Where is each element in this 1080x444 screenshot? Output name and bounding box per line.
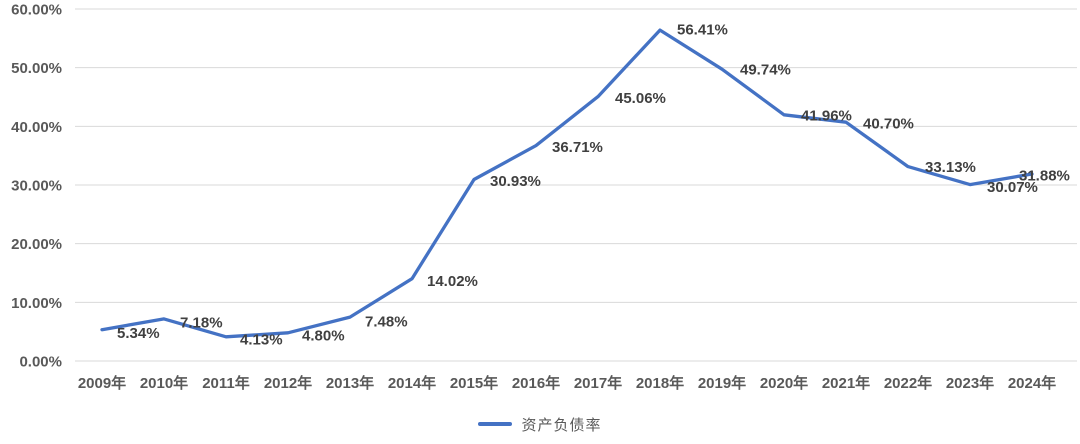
x-tick-label: 2012年 [264, 374, 312, 392]
y-tick-label: 0.00% [19, 354, 62, 371]
x-tick-label: 2019年 [698, 374, 746, 392]
y-tick-label: 30.00% [11, 178, 62, 195]
x-tick-label: 2023年 [946, 374, 994, 392]
data-label: 7.48% [365, 314, 408, 331]
x-tick-label: 2024年 [1008, 374, 1056, 392]
data-label: 33.13% [925, 159, 976, 176]
data-label: 40.70% [863, 116, 914, 133]
x-axis-tick-labels: 2009年 2010年 2011年 2012年 2013年 2014年 2015年 2016年… [78, 374, 1056, 392]
y-axis-tick-labels: 0.00% 10.00% 20.00% 30.00% 40.00% 50.00% 60.00… [11, 2, 62, 371]
y-tick-label: 40.00% [11, 119, 62, 136]
x-tick-label: 2020年 [760, 374, 808, 392]
x-tick-label: 2017年 [574, 374, 622, 392]
data-label: 45.06% [615, 90, 666, 107]
x-tick-label: 2018年 [636, 374, 684, 392]
x-tick-label: 2011年 [202, 374, 250, 392]
x-tick-label: 2021年 [822, 374, 870, 392]
x-tick-label: 2015年 [450, 374, 498, 392]
data-label: 30.93% [490, 173, 541, 190]
data-label: 7.18% [180, 314, 223, 331]
data-label: 56.41% [677, 22, 728, 39]
y-tick-label: 10.00% [11, 295, 62, 312]
legend-line-swatch [478, 422, 513, 426]
x-tick-label: 2016年 [512, 374, 560, 392]
legend-label: 资产负债率 [521, 416, 602, 434]
x-tick-label: 2010年 [140, 374, 188, 392]
data-label: 31.88% [1019, 167, 1070, 184]
data-label: 36.71% [552, 139, 603, 156]
data-label: 30.07% [987, 179, 1038, 196]
series-line [100, 28, 1034, 339]
x-tick-label: 2022年 [884, 374, 932, 392]
data-label: 4.80% [302, 327, 345, 344]
y-tick-label: 50.00% [11, 60, 62, 77]
x-tick-label: 2013年 [326, 374, 374, 392]
y-tick-label: 20.00% [11, 236, 62, 253]
x-tick-label: 2009年 [78, 374, 126, 392]
x-tick-label: 2014年 [388, 374, 436, 392]
data-label: 49.74% [740, 62, 791, 79]
data-label: 41.96% [801, 107, 852, 124]
data-label: 5.34% [117, 325, 160, 342]
y-tick-label: 60.00% [11, 2, 62, 19]
data-labels: 5.34% 7.18% 4.13% 4.80% 7.48% 14.02% 30.93% 36.… [117, 22, 1070, 349]
chart-legend: 资产负债率 [0, 412, 1080, 436]
data-label: 4.13% [240, 331, 283, 348]
data-label: 14.02% [427, 273, 478, 290]
gridlines [75, 8, 1077, 362]
